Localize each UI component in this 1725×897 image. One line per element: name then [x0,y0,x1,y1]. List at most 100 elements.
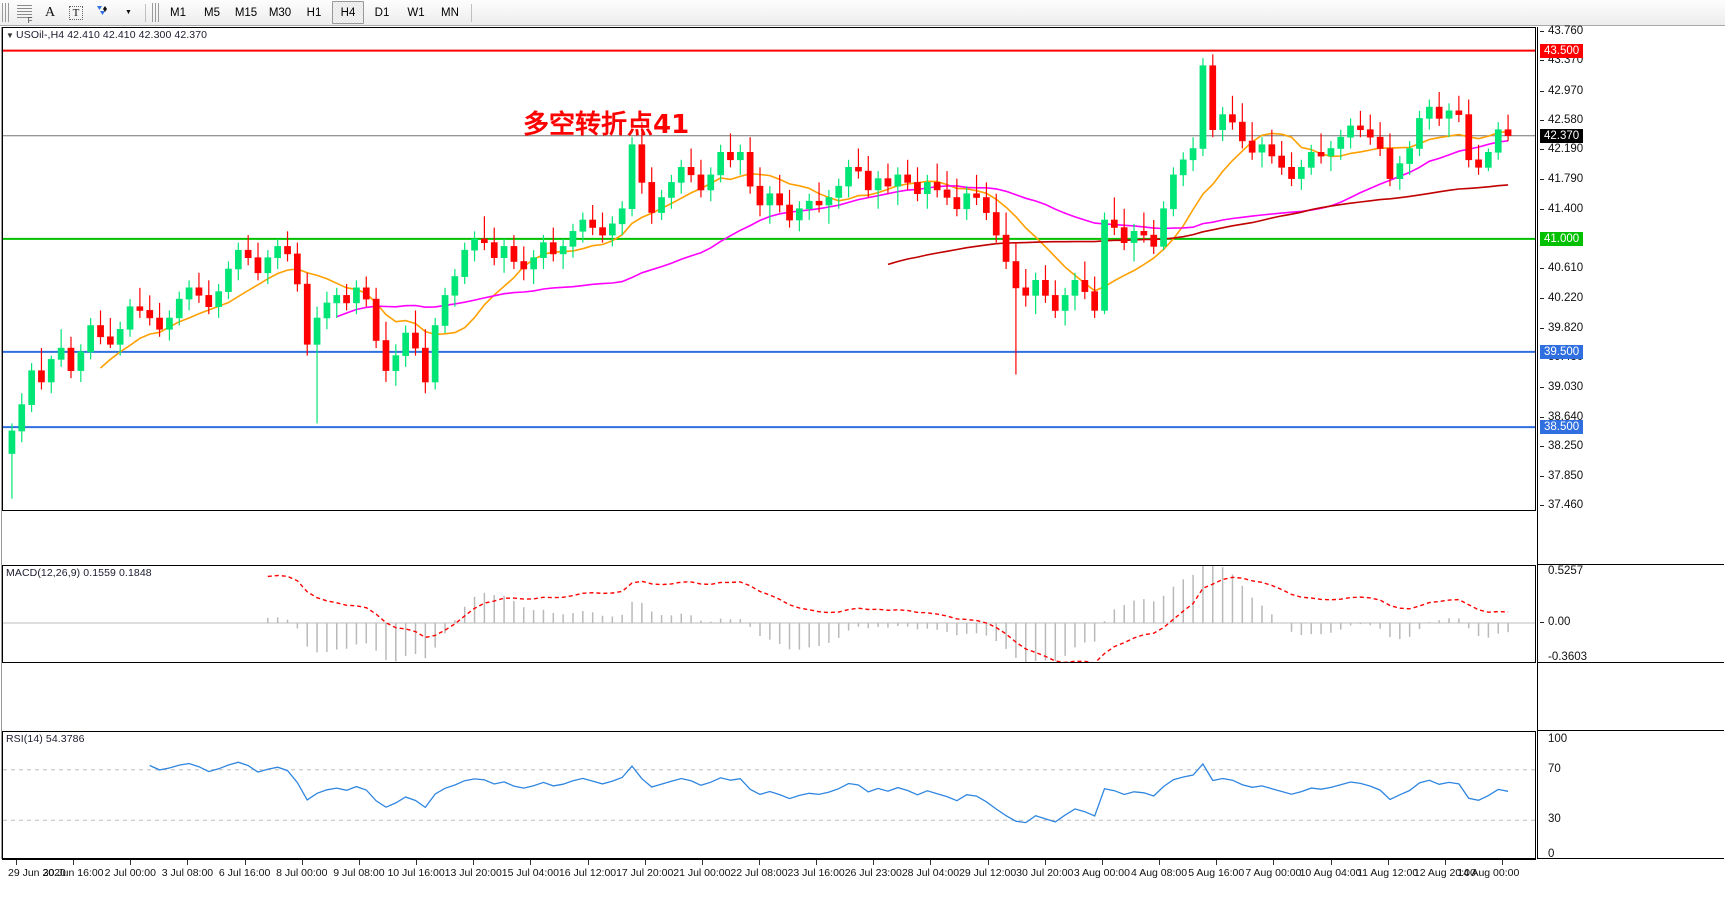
rsi-tick-70: 70 [1548,762,1561,775]
time-label-8: 13 Jul 20:00 [444,867,502,879]
time-label-18: 30 Jul 20:00 [1016,867,1074,879]
timeframe-m5[interactable]: M5 [204,6,220,19]
macd-tick-max: 0.5257 [1548,565,1584,577]
timeframe-w1[interactable]: W1 [407,6,425,19]
toolbar-grip[interactable] [2,3,9,22]
time-label-22: 7 Aug 00:00 [1245,867,1302,879]
time-label-24: 11 Aug 12:00 [1357,867,1419,879]
time-tick [1502,860,1503,865]
price-tick-38.640: 38.640 [1539,410,1584,423]
macd-pane-header: MACD(12,26,9) 0.1559 0.1848 [6,567,152,579]
chart-left-grip[interactable] [0,27,2,859]
timeframe-grip[interactable] [152,3,159,22]
time-tick [644,860,646,865]
time-label-3: 3 Jul 08:00 [161,867,214,879]
time-label-12: 21 Jul 00:00 [673,867,731,879]
macd-tick-zero: 0.00 [1539,615,1571,628]
time-label-26: 14 Aug 00:00 [1457,867,1520,879]
time-tick [873,860,875,865]
toolbar-divider [145,3,146,22]
text-tool-icon[interactable]: A [44,4,56,20]
macd-tick-min: -0.3603 [1548,651,1588,663]
time-tick [416,860,418,865]
time-tick [1273,860,1275,865]
toolbar: A T ▼ M1 M5 M15 M30 H1 H4 D1 W1 MN [0,0,1725,26]
time-label-0: 29 Jun 2020 [8,867,66,879]
timeframe-h4[interactable]: H4 [332,1,364,24]
price-pane-header: ▼ USOil-,H4 42.410 42.410 42.300 42.370 [6,29,207,41]
rsi-pane[interactable]: RSI(14) 54.3786 [2,731,1536,859]
collapse-icon[interactable]: ▼ [6,31,15,40]
time-tick [1159,860,1161,865]
chart-annotation-text: 多空转折点41 [523,110,690,140]
time-label-2: 2 Jul 00:00 [104,867,156,879]
time-tick [1387,860,1389,865]
time-label-17: 29 Jul 12:00 [959,867,1017,879]
objects-icon[interactable] [90,1,114,24]
time-label-6: 9 Jul 08:00 [333,867,385,879]
timeframe-m1[interactable]: M1 [170,6,186,19]
time-tick [930,860,932,865]
fixed-scale-icon[interactable] [12,1,36,25]
time-tick [130,860,132,865]
price-tick-40.220: 40.220 [1539,291,1584,304]
label-tool-icon[interactable]: T [64,1,88,24]
level-tag-39.500: 39.500 [1540,344,1584,359]
time-tick [1101,860,1103,865]
price-candles-svg [3,49,1535,499]
time-tick [587,860,589,865]
timeframe-mn[interactable]: MN [441,6,459,19]
time-label-15: 26 Jul 23:00 [844,867,902,879]
timeframe-m30[interactable]: M30 [268,6,292,19]
macd-svg [3,566,1535,662]
time-tick [701,860,703,865]
time-label-20: 4 Aug 08:00 [1131,867,1188,879]
time-tick [473,860,475,865]
timeframe-d1[interactable]: D1 [374,6,390,19]
time-label-5: 8 Jul 00:00 [276,867,328,879]
time-tick [244,860,246,865]
axis-sep-macd-bottom [1538,662,1724,663]
time-tick [530,860,532,865]
time-tick [1444,860,1446,865]
time-label-7: 10 Jul 16:00 [387,867,445,879]
timeframe-h1[interactable]: H1 [306,6,322,19]
level-tag-43.500: 43.500 [1540,43,1584,58]
toolbar-divider-end [471,3,472,22]
time-tick [73,860,75,865]
time-tick [358,860,360,865]
time-label-16: 28 Jul 04:00 [901,867,960,879]
price-tick-40.610: 40.610 [1539,262,1584,275]
axis-sep-rsi-bottom [1538,858,1724,859]
level-tag-38.500: 38.500 [1540,420,1584,435]
time-tick [1330,860,1332,865]
time-label-10: 16 Jul 12:00 [558,867,617,879]
chevron-down-icon[interactable]: ▼ [125,9,132,16]
price-tick-41.790: 41.790 [1539,173,1584,186]
price-tick-42.190: 42.190 [1539,143,1584,156]
price-tick-43.760: 43.760 [1539,25,1584,37]
rsi-tick-30: 30 [1548,813,1561,826]
price-tick-39.030: 39.030 [1539,381,1584,394]
price-pane[interactable]: ▼ USOil-,H4 42.410 42.410 42.300 42.370 多… [2,27,1536,511]
time-label-1: 30 Jun 16:00 [42,867,104,879]
time-tick [1044,860,1046,865]
macd-pane[interactable]: MACD(12,26,9) 0.1559 0.1848 [2,565,1536,663]
time-label-9: 15 Jul 04:00 [501,867,559,879]
price-tick-39.820: 39.820 [1539,321,1584,334]
time-tick [301,860,303,865]
time-label-11: 17 Jul 20:00 [616,867,674,879]
axis-sep-macd [1538,564,1724,565]
price-axis[interactable]: 43.760 43.370 42.970 42.580 42.190 41.790 41.4… [1537,25,1724,860]
timeframe-m15[interactable]: M15 [234,6,258,19]
price-tick-38.250: 38.250 [1539,439,1584,452]
price-tick-42.970: 42.970 [1539,84,1584,97]
time-axis[interactable]: 29 Jun 2020 30 Jun 16:00 2 Jul 00:00 3 Jul … [2,859,1536,897]
price-tick-41.400: 41.400 [1539,202,1584,215]
time-label-21: 5 Aug 16:00 [1188,867,1245,879]
time-label-25: 12 Aug 20:00 [1413,867,1476,879]
level-tag-41.000: 41.000 [1540,231,1584,246]
time-tick [16,860,17,865]
rsi-tick-100: 100 [1548,733,1568,745]
